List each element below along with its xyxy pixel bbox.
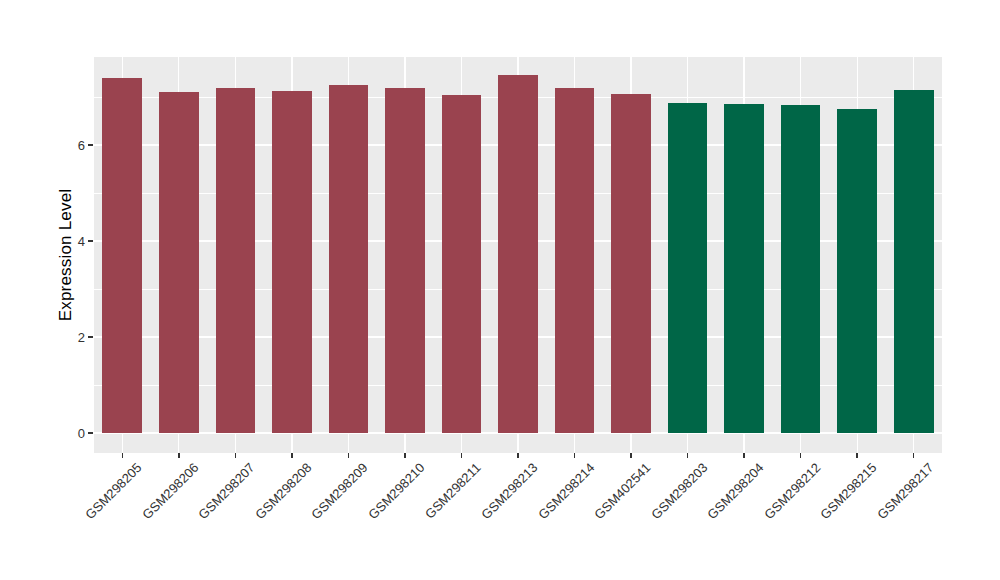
bar-GSM298214 xyxy=(555,88,595,433)
x-tick-mark xyxy=(178,453,180,458)
bar-GSM402541 xyxy=(611,94,651,433)
x-tick-mark xyxy=(743,453,745,458)
bar-GSM298203 xyxy=(668,103,708,433)
x-tick-mark xyxy=(913,453,915,458)
bar-GSM298206 xyxy=(159,92,199,433)
bar-GSM298208 xyxy=(272,91,312,433)
x-tick-label: GSM298204 xyxy=(705,460,767,522)
x-tick-label: GSM298203 xyxy=(648,460,710,522)
bar-GSM298210 xyxy=(385,88,425,433)
y-tick-mark xyxy=(88,336,93,338)
y-tick-mark xyxy=(88,432,93,434)
bar-GSM298204 xyxy=(724,104,764,433)
x-tick-label: GSM298210 xyxy=(365,460,427,522)
x-tick-mark xyxy=(348,453,350,458)
x-tick-label: GSM402541 xyxy=(591,460,653,522)
x-tick-label: GSM298209 xyxy=(309,460,371,522)
x-tick-label: GSM298211 xyxy=(423,460,485,522)
x-tick-mark xyxy=(687,453,689,458)
y-tick-label: 6 xyxy=(78,138,85,153)
x-tick-mark xyxy=(856,453,858,458)
y-tick-mark xyxy=(88,240,93,242)
y-axis-title: Expression Level xyxy=(56,189,76,322)
x-tick-mark xyxy=(800,453,802,458)
x-tick-label: GSM298215 xyxy=(818,460,880,522)
y-tick-label: 2 xyxy=(78,330,85,345)
x-tick-label: GSM298206 xyxy=(139,460,201,522)
x-tick-label: GSM298213 xyxy=(478,460,540,522)
y-tick-label: 4 xyxy=(78,234,85,249)
x-tick-mark xyxy=(630,453,632,458)
x-tick-mark xyxy=(235,453,237,458)
bar-GSM298211 xyxy=(442,95,482,433)
bar-GSM298217 xyxy=(894,90,934,433)
x-tick-mark xyxy=(404,453,406,458)
x-tick-label: GSM298212 xyxy=(761,460,823,522)
bar-GSM298213 xyxy=(498,75,538,433)
x-tick-mark xyxy=(574,453,576,458)
x-tick-mark xyxy=(291,453,293,458)
bar-GSM298212 xyxy=(781,105,821,433)
x-tick-mark xyxy=(461,453,463,458)
bar-GSM298205 xyxy=(102,78,142,433)
plot-panel xyxy=(94,57,942,453)
expression-level-bar-chart: Expression Level 0246GSM298205GSM298206G… xyxy=(0,0,1000,580)
x-tick-label: GSM298214 xyxy=(535,460,597,522)
bar-GSM298207 xyxy=(216,88,256,433)
bar-GSM298209 xyxy=(329,85,369,433)
bar-GSM298215 xyxy=(837,109,877,433)
x-tick-label: GSM298217 xyxy=(874,460,936,522)
x-tick-mark xyxy=(517,453,519,458)
x-tick-label: GSM298208 xyxy=(252,460,314,522)
y-tick-label: 0 xyxy=(78,426,85,441)
x-tick-mark xyxy=(122,453,124,458)
x-tick-label: GSM298207 xyxy=(196,460,258,522)
x-tick-label: GSM298205 xyxy=(83,460,145,522)
y-tick-mark xyxy=(88,144,93,146)
